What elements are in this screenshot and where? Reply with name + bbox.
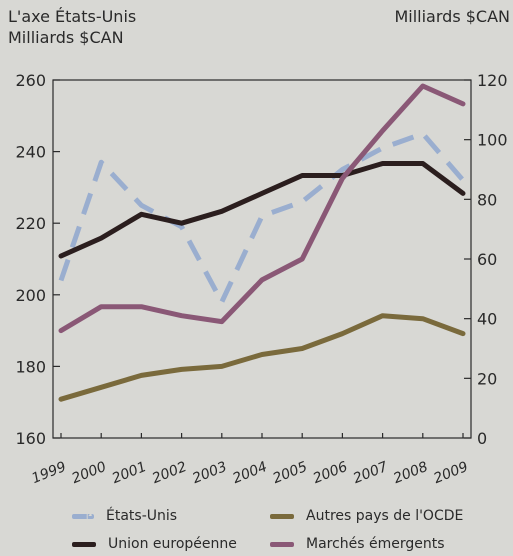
x-tick-label: 2009 bbox=[431, 459, 470, 487]
legend-swatch bbox=[270, 513, 294, 519]
right-tick-label: 60 bbox=[477, 250, 497, 269]
right-tick-label: 80 bbox=[477, 190, 497, 209]
series-line-1 bbox=[58, 161, 466, 259]
right-tick-label: 0 bbox=[477, 429, 487, 448]
right-tick-label: 20 bbox=[477, 369, 497, 388]
legend-label: États-Unis bbox=[106, 508, 178, 524]
x-tick-label: 2004 bbox=[230, 459, 269, 487]
left-tick-label: 260 bbox=[15, 71, 46, 90]
left-tick-label: 160 bbox=[15, 429, 46, 448]
legend-label: Autres pays de l'OCDE bbox=[306, 508, 464, 524]
legend-label: Union européenne bbox=[108, 536, 237, 552]
legend-item-union-europeenne: Union européenne bbox=[72, 536, 237, 552]
series-line-3 bbox=[58, 83, 466, 334]
left-tick-label: 180 bbox=[15, 357, 46, 376]
x-tick-label: 2007 bbox=[351, 459, 390, 487]
x-tick-label: 2005 bbox=[271, 459, 310, 487]
series-line-0 bbox=[58, 131, 465, 305]
legend-item-etats-unis: États-Unis bbox=[72, 508, 177, 524]
legend-swatch bbox=[270, 541, 294, 547]
right-tick-label: 100 bbox=[477, 131, 508, 150]
right-tick-label: 40 bbox=[477, 310, 497, 329]
right-tick-label: 120 bbox=[477, 71, 508, 90]
right-axis-title: Milliards $CAN bbox=[394, 7, 510, 26]
x-tick-label: 2000 bbox=[70, 459, 109, 487]
x-tick-label: 2002 bbox=[150, 459, 189, 487]
legend-label: Marchés émergents bbox=[306, 536, 445, 552]
x-tick-label: 2008 bbox=[391, 459, 430, 487]
x-tick-label: 1999 bbox=[29, 459, 68, 487]
legend-swatch bbox=[72, 513, 94, 519]
legend-item-marches-emergents: Marchés émergents bbox=[270, 536, 445, 552]
legend-item-autres-pays-ocde: Autres pays de l'OCDE bbox=[270, 508, 463, 524]
x-tick-label: 2003 bbox=[190, 459, 229, 487]
x-tick-label: 2006 bbox=[311, 459, 350, 487]
left-axis-title: L'axe États-Unis Milliards $CAN bbox=[8, 7, 137, 47]
legend-swatch bbox=[72, 541, 96, 547]
left-tick-label: 240 bbox=[15, 143, 46, 162]
series-line-2 bbox=[58, 313, 466, 402]
left-tick-label: 200 bbox=[15, 286, 46, 305]
x-tick-label: 2001 bbox=[110, 459, 149, 487]
left-tick-label: 220 bbox=[15, 214, 46, 233]
